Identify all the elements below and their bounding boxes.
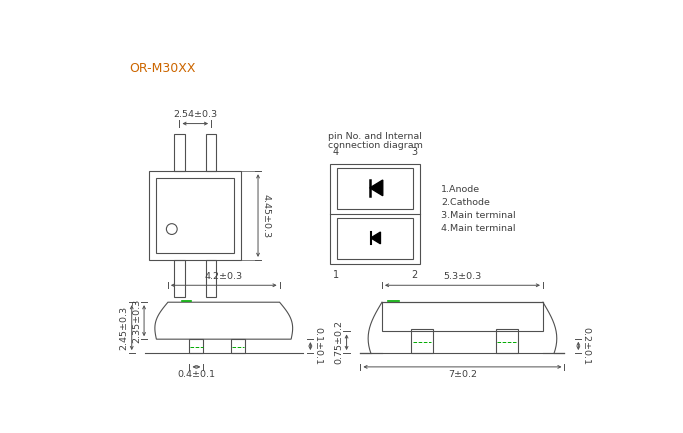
Bar (189, 339, 204, 353)
Text: 4: 4 (333, 148, 339, 158)
Bar (231, 339, 245, 353)
Bar (149, 171, 241, 260)
Bar (337, 218, 413, 259)
Text: OR-M30XX: OR-M30XX (130, 62, 196, 75)
Polygon shape (370, 180, 382, 196)
Bar (174, 134, 185, 171)
Text: connection diagram: connection diagram (328, 141, 423, 150)
Text: 3: 3 (411, 148, 417, 158)
Text: 2.35±0.3: 2.35±0.3 (132, 299, 141, 343)
Bar (330, 164, 421, 264)
Polygon shape (371, 232, 380, 244)
Text: 3.Main terminal: 3.Main terminal (441, 211, 516, 220)
Text: 1.Anode: 1.Anode (441, 184, 480, 194)
Text: 2.54±0.3: 2.54±0.3 (173, 110, 217, 119)
Text: 2: 2 (411, 270, 417, 280)
Bar (411, 329, 433, 353)
Bar (156, 178, 234, 253)
Text: 1: 1 (333, 270, 339, 280)
Text: 4.45±0.3: 4.45±0.3 (261, 194, 270, 238)
Text: 2.45±0.3: 2.45±0.3 (120, 306, 128, 350)
Bar (496, 329, 518, 353)
Text: 5.3±0.3: 5.3±0.3 (443, 272, 482, 281)
Text: 0.4±0.1: 0.4±0.1 (178, 370, 215, 379)
Text: 0.1±0.1: 0.1±0.1 (313, 327, 322, 365)
Text: 0.2±0.1: 0.2±0.1 (581, 327, 590, 365)
Text: pin No. and Internal: pin No. and Internal (328, 132, 422, 141)
Text: 0.75±0.2: 0.75±0.2 (335, 320, 344, 364)
Bar (206, 260, 217, 297)
Text: 4.2±0.3: 4.2±0.3 (205, 272, 243, 281)
Text: 7±0.2: 7±0.2 (448, 370, 477, 379)
Bar (337, 168, 413, 209)
Bar (382, 302, 543, 331)
Bar (174, 260, 185, 297)
Bar (206, 134, 217, 171)
Text: 2.Cathode: 2.Cathode (441, 197, 490, 207)
Text: 4.Main terminal: 4.Main terminal (441, 224, 516, 233)
